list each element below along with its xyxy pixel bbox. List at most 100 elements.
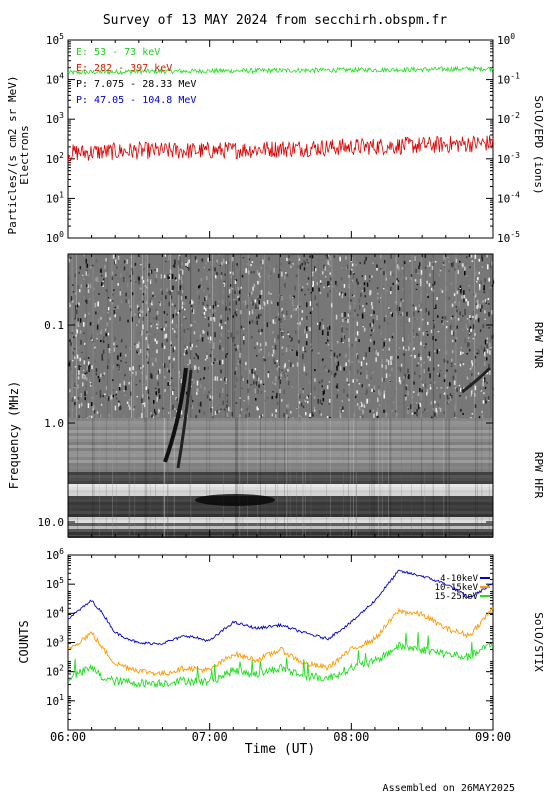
rpw-tnr-pixel [170, 409, 172, 411]
rpw-tnr-pixel [428, 351, 431, 356]
rpw-tnr-pixel [209, 389, 212, 391]
rpw-tnr-pixel [407, 390, 409, 396]
rpw-tnr-pixel [468, 285, 470, 287]
rpw-tnr-pixel [483, 349, 485, 354]
rpw-tnr-pixel [105, 258, 107, 262]
rpw-tnr-pixel [398, 402, 401, 406]
rpw-tnr-pixel [235, 290, 238, 293]
rpw-tnr-pixel [212, 364, 214, 369]
rpw-tnr-pixel [343, 335, 346, 340]
rpw-tnr-pixel [380, 254, 382, 259]
rpw-tnr-pixel [336, 355, 339, 359]
rpw-tnr-pixel [182, 269, 184, 275]
rpw-tnr-pixel [87, 403, 90, 409]
rpw-tnr-pixel [372, 262, 374, 265]
rpw-tnr-pixel [319, 322, 321, 326]
rpw-tnr-pixel [69, 339, 71, 342]
rpw-tnr-pixel [163, 388, 165, 390]
rpw-tnr-pixel [407, 368, 409, 374]
rpw-tnr-pixel [290, 349, 292, 352]
rpw-tnr-pixel [259, 295, 261, 299]
rpw-tnr-pixel [112, 394, 115, 398]
rpw-tnr-pixel [477, 303, 480, 308]
rpw-tnr-pixel [384, 410, 386, 414]
rpw-tnr-pixel [209, 354, 212, 358]
rpw-tnr-pixel [417, 310, 420, 313]
rpw-tnr-pixel [466, 328, 469, 331]
rpw-tnr-pixel [476, 304, 478, 309]
rpw-tnr-pixel [150, 300, 153, 306]
rpw-tnr-pixel [346, 377, 348, 382]
rpw-tnr-pixel [454, 405, 456, 411]
rpw-tnr-pixel [254, 346, 256, 349]
rpw-tnr-pixel [154, 369, 157, 373]
rpw-tnr-pixel [477, 372, 480, 375]
rpw-tnr-pixel [285, 310, 288, 316]
rpw-tnr-pixel [77, 325, 80, 327]
rpw-tnr-pixel [156, 323, 158, 326]
rpw-tnr-pixel [301, 317, 303, 321]
rpw-tnr-pixel [252, 374, 255, 379]
rpw-tnr-pixel [412, 311, 415, 317]
rpw-tnr-pixel [174, 280, 176, 284]
rpw-tnr-pixel [235, 313, 238, 317]
rpw-tnr-pixel [382, 348, 384, 351]
rpw-tnr-pixel [311, 307, 313, 311]
rpw-tnr-pixel [323, 367, 325, 369]
rpw-tnr-pixel [83, 322, 85, 327]
rpw-tnr-pixel [83, 332, 85, 334]
rpw-tnr-pixel [88, 361, 90, 365]
rpw-tnr-pixel [303, 267, 306, 271]
rpw-tnr-pixel [370, 314, 373, 316]
rpw-tnr-pixel [254, 368, 257, 371]
rpw-tnr-pixel [258, 314, 260, 319]
rpw-tnr-pixel [352, 273, 355, 278]
epd-legend-entry: P: 47.05 - 104.8 MeV [76, 95, 196, 106]
rpw-tnr-pixel [461, 387, 464, 391]
rpw-tnr-pixel [396, 264, 399, 269]
rpw-tnr-pixel [435, 416, 437, 420]
rpw-tnr-pixel [143, 297, 145, 299]
rpw-tnr-pixel [318, 325, 321, 331]
rpw-tnr-pixel [136, 374, 138, 378]
rpw-tnr-pixel [396, 305, 399, 307]
rpw-tnr-pixel [72, 303, 74, 306]
rpw-tnr-pixel [194, 365, 196, 370]
rpw-tnr-pixel [118, 368, 120, 372]
rpw-tnr-pixel [427, 367, 430, 372]
rpw-tnr-pixel [451, 303, 454, 308]
rpw-tnr-pixel [205, 261, 207, 265]
rpw-tnr-pixel [489, 370, 491, 375]
rpw-tnr-pixel [143, 269, 146, 273]
rpw-tnr-pixel [206, 294, 208, 299]
rpw-tnr-pixel [248, 311, 251, 315]
rpw-tnr-pixel [376, 315, 378, 321]
rpw-tnr-pixel [351, 343, 353, 347]
rpw-tnr-pixel [185, 317, 187, 320]
rpw-tnr-pixel [240, 286, 242, 289]
rpw-tnr-pixel [136, 324, 138, 327]
rpw-tnr-pixel [97, 376, 100, 379]
rpw-tnr-pixel [390, 356, 392, 360]
rpw-tnr-pixel [295, 308, 297, 311]
rpw-tnr-pixel [99, 394, 102, 398]
rpw-tnr-pixel [174, 277, 177, 281]
rpw-tnr-pixel [234, 311, 237, 315]
rpw-tnr-pixel [232, 337, 234, 343]
rpw-tnr-pixel [82, 369, 85, 372]
rpw-tnr-pixel [456, 388, 458, 392]
rpw-tnr-pixel [282, 330, 284, 332]
rpw-tnr-pixel [364, 295, 367, 298]
rpw-tnr-pixel [471, 413, 474, 415]
rpw-tnr-pixel [200, 384, 202, 389]
rpw-tnr-pixel [443, 265, 446, 268]
rpw-tnr-pixel [481, 256, 484, 262]
rpw-tnr-pixel [136, 350, 138, 354]
rpw-tnr-pixel [84, 342, 86, 345]
rpw-tnr-pixel [328, 403, 330, 405]
rpw-tnr-pixel [79, 365, 82, 367]
rpw-tnr-pixel [94, 347, 96, 352]
rpw-tnr-pixel [484, 310, 486, 314]
rpw-tnr-pixel [440, 268, 442, 270]
rpw-tnr-pixel [152, 292, 154, 298]
